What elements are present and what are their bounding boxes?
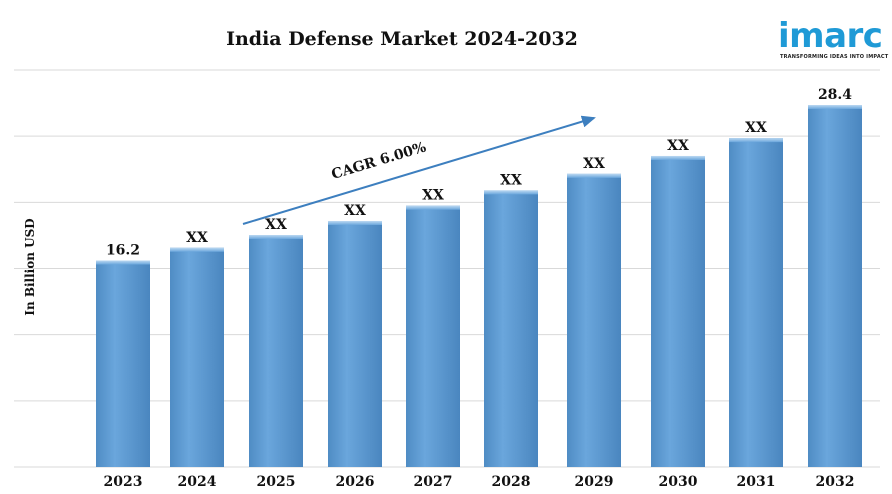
value-label-2023: 16.2	[106, 243, 140, 259]
bar-top-highlight	[96, 260, 150, 265]
bar-2032	[808, 105, 862, 467]
bars	[96, 105, 862, 468]
bar-2023	[96, 260, 150, 467]
cagr-arrow	[242, 115, 596, 225]
value-label-2025: XX	[265, 217, 287, 233]
value-label-2029: XX	[583, 156, 605, 172]
value-label-2024: XX	[186, 230, 208, 246]
x-tick-2027: 2027	[414, 474, 453, 490]
chart-title: India Defense Market 2024-2032	[226, 28, 578, 50]
bar-top-highlight	[651, 155, 705, 160]
x-tick-2031: 2031	[737, 474, 776, 490]
bar-2027	[406, 205, 460, 467]
bar-top-highlight	[567, 173, 621, 178]
bar-2029	[567, 173, 621, 467]
cagr-annotation: CAGR 6.00%	[330, 139, 428, 183]
x-tick-2023: 2023	[104, 474, 143, 490]
x-tick-2024: 2024	[178, 474, 217, 490]
value-labels: 16.2 XX XX XX XX XX XX XX XX 28.4	[106, 87, 852, 259]
bar-top-highlight	[249, 235, 303, 240]
value-label-2026: XX	[344, 203, 366, 219]
bar-top-highlight	[406, 205, 460, 210]
bar-2025	[249, 235, 303, 467]
value-label-2032: 28.4	[818, 87, 852, 103]
x-tick-2030: 2030	[659, 474, 698, 490]
bar-2028	[484, 190, 538, 467]
x-tick-2028: 2028	[492, 474, 531, 490]
bar-2030	[651, 155, 705, 468]
value-label-2031: XX	[745, 120, 767, 136]
bar-top-highlight	[729, 138, 783, 143]
value-label-2030: XX	[667, 138, 689, 154]
imarc-logo: imarc TRANSFORMING IDEAS INTO IMPACT	[778, 14, 888, 62]
bar-2031	[729, 138, 783, 467]
bar-top-highlight	[328, 220, 382, 225]
bar-top-highlight	[808, 105, 862, 109]
value-label-2028: XX	[500, 172, 522, 188]
x-tick-2029: 2029	[575, 474, 614, 490]
bar-2024	[170, 247, 224, 467]
bar-top-highlight	[170, 247, 224, 252]
x-tick-2025: 2025	[257, 474, 296, 490]
x-tick-labels: 2023 2024 2025 2026 2027 2028 2029 2030 2031 2032	[104, 474, 855, 490]
bar-top-highlight	[484, 190, 538, 195]
x-tick-2032: 2032	[816, 474, 855, 490]
x-tick-2026: 2026	[336, 474, 375, 490]
logo-tagline: TRANSFORMING IDEAS INTO IMPACT	[780, 54, 889, 60]
logo-word: imarc	[778, 16, 883, 56]
bar-2026	[328, 220, 382, 467]
value-label-2027: XX	[422, 188, 444, 204]
